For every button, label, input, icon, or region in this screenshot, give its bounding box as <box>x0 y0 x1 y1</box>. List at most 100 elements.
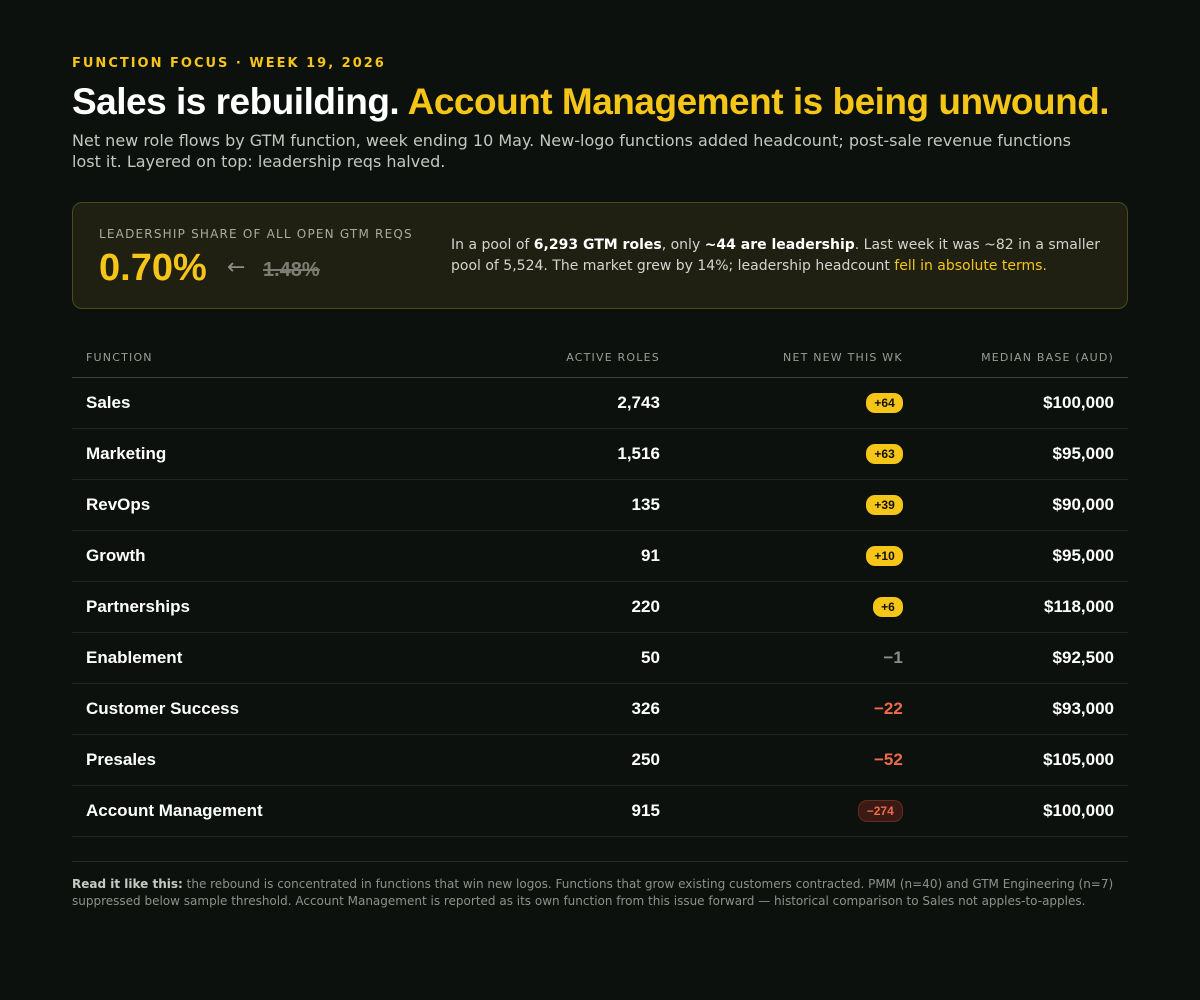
net-new-badge: +64 <box>866 393 903 413</box>
net-new-badge: +6 <box>873 597 903 617</box>
callout-desc-highlight: fell in absolute terms. <box>894 258 1047 274</box>
cell-median-base: $95,000 <box>916 530 1128 582</box>
footnote: Read it like this: the rebound is concen… <box>72 876 1128 910</box>
median-base-value: $105,000 <box>1043 749 1114 769</box>
cell-function: Marketing <box>72 428 389 480</box>
table-row: Presales 250 −52 $105,000 <box>72 734 1128 786</box>
callout-desc-text: In a pool of <box>451 237 534 253</box>
table-row: Enablement 50 −1 $92,500 <box>72 632 1128 684</box>
median-base-value: $93,000 <box>1052 698 1114 718</box>
cell-function: Presales <box>72 734 389 786</box>
header-function: FUNCTION <box>72 339 389 378</box>
function-table: FUNCTION ACTIVE ROLES NET NEW THIS WK ME… <box>72 339 1128 837</box>
net-new-value: −52 <box>873 749 903 769</box>
cell-net-new: −52 <box>673 734 917 786</box>
cell-net-new: +6 <box>673 581 917 633</box>
cell-active-roles: 1,516 <box>388 428 674 480</box>
net-new-value: −1 <box>883 647 903 667</box>
cell-function: Enablement <box>72 632 389 684</box>
active-roles-value: 50 <box>640 647 660 667</box>
active-roles-value: 1,516 <box>617 443 660 463</box>
function-name: Enablement <box>86 647 183 667</box>
cell-median-base: $90,000 <box>916 479 1128 531</box>
table-row: Sales 2,743 +64 $100,000 <box>72 377 1128 429</box>
cell-median-base: $92,500 <box>916 632 1128 684</box>
header-net-new: NET NEW THIS WK <box>673 339 917 378</box>
callout-label: LEADERSHIP SHARE OF ALL OPEN GTM REQS <box>99 227 413 241</box>
median-base-value: $100,000 <box>1043 800 1114 820</box>
header-median-base: MEDIAN BASE (AUD) <box>916 339 1128 378</box>
header-active-roles: ACTIVE ROLES <box>388 339 674 378</box>
cell-median-base: $100,000 <box>916 785 1128 837</box>
cell-median-base: $118,000 <box>916 581 1128 633</box>
cell-median-base: $95,000 <box>916 428 1128 480</box>
function-name: Presales <box>86 749 156 769</box>
callout-desc-text: . Last week it was ~82 in a smaller pool… <box>451 237 1101 274</box>
callout-desc-bold: ~44 are leadership <box>704 237 855 253</box>
net-new-badge: −274 <box>857 799 903 822</box>
cell-active-roles: 2,743 <box>388 377 674 429</box>
callout-desc-bold: 6,293 GTM roles <box>533 237 662 253</box>
table-row: Growth 91 +10 $95,000 <box>72 530 1128 582</box>
eyebrow: FUNCTION FOCUS · WEEK 19, 2026 <box>72 56 386 71</box>
net-new-badge: +39 <box>866 495 903 515</box>
active-roles-value: 91 <box>640 545 660 565</box>
callout-desc-text: , only <box>661 237 705 253</box>
median-base-value: $95,000 <box>1052 443 1114 463</box>
footnote-lead: Read it like this: <box>72 877 183 891</box>
arrow-left-icon: ← <box>227 255 246 280</box>
headline-part-2: Account Management is being unwound. <box>407 81 1110 122</box>
cell-active-roles: 50 <box>388 632 674 684</box>
cell-function: Sales <box>72 377 389 429</box>
cell-active-roles: 250 <box>388 734 674 786</box>
active-roles-value: 250 <box>631 749 660 769</box>
callout-previous-value: 1.48% <box>263 259 320 281</box>
function-name: Customer Success <box>86 698 240 718</box>
cell-median-base: $100,000 <box>916 377 1128 429</box>
function-name: Sales <box>86 392 131 412</box>
cell-function: Account Management <box>72 785 389 837</box>
footer-divider <box>72 861 1128 862</box>
function-name: Growth <box>86 545 146 565</box>
cell-net-new: +39 <box>673 479 917 531</box>
function-name: RevOps <box>86 494 151 514</box>
function-name: Partnerships <box>86 596 190 616</box>
callout-value: 0.70% <box>99 247 207 289</box>
median-base-value: $90,000 <box>1052 494 1114 514</box>
median-base-value: $118,000 <box>1044 596 1114 616</box>
table-row: RevOps 135 +39 $90,000 <box>72 479 1128 531</box>
active-roles-value: 2,743 <box>617 392 660 412</box>
active-roles-value: 220 <box>631 596 660 616</box>
cell-net-new: −22 <box>673 683 917 735</box>
cell-active-roles: 135 <box>388 479 674 531</box>
cell-function: Partnerships <box>72 581 389 633</box>
cell-function: Growth <box>72 530 389 582</box>
table-row: Partnerships 220 +6 $118,000 <box>72 581 1128 633</box>
table-row: Marketing 1,516 +63 $95,000 <box>72 428 1128 480</box>
cell-function: Customer Success <box>72 683 389 735</box>
function-name: Account Management <box>86 800 263 820</box>
active-roles-value: 135 <box>631 494 660 514</box>
cell-active-roles: 220 <box>388 581 674 633</box>
active-roles-value: 915 <box>631 800 660 820</box>
headline-part-1: Sales is rebuilding. <box>72 81 408 122</box>
lede: Net new role flows by GTM function, week… <box>72 131 1071 171</box>
footnote-text: the rebound is concentrated in functions… <box>72 877 1114 908</box>
table-header-row: FUNCTION ACTIVE ROLES NET NEW THIS WK ME… <box>72 339 1128 378</box>
cell-active-roles: 915 <box>388 785 674 837</box>
median-base-value: $92,500 <box>1052 647 1114 667</box>
median-base-value: $95,000 <box>1052 545 1114 565</box>
table-row: Account Management 915 −274 $100,000 <box>72 785 1128 837</box>
cell-median-base: $105,000 <box>916 734 1128 786</box>
cell-active-roles: 326 <box>388 683 674 735</box>
cell-active-roles: 91 <box>388 530 674 582</box>
net-new-badge: +63 <box>866 444 903 464</box>
active-roles-value: 326 <box>631 698 660 718</box>
cell-net-new: −1 <box>673 632 917 684</box>
cell-net-new: +63 <box>673 428 917 480</box>
cell-median-base: $93,000 <box>916 683 1128 735</box>
net-new-badge: +10 <box>866 546 903 566</box>
median-base-value: $100,000 <box>1043 392 1114 412</box>
callout-description: In a pool of 6,293 GTM roles, only ~44 a… <box>451 235 1111 277</box>
